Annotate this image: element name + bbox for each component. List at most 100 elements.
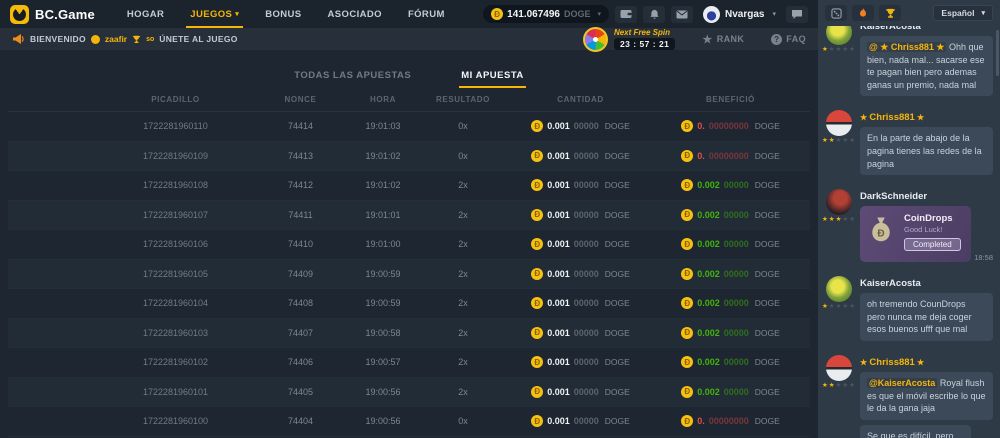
chat-toggle-button[interactable] xyxy=(786,6,808,23)
chat-username[interactable]: ★ Chriss881 ★ xyxy=(860,112,993,123)
hash-cell: 1722281960100 xyxy=(93,416,258,426)
chat-messages: ★★★★★KaiserAcosta@ ★ Chriss881 ★ Ohh que… xyxy=(818,26,1000,438)
faq-link[interactable]: ? FAQ xyxy=(771,34,806,45)
table-row[interactable]: 17222819601007440419:00:560xÐ0.00100000D… xyxy=(8,407,810,437)
emoji-icon xyxy=(91,35,100,44)
avatar[interactable] xyxy=(826,189,852,215)
nav-item-bonus[interactable]: BONUS xyxy=(265,0,301,28)
amount-value: 0.002 xyxy=(697,298,720,308)
chat-username[interactable]: DarkSchneider xyxy=(860,191,993,202)
doge-coin-icon: Ð xyxy=(531,150,543,162)
amount-decimals: 00000 xyxy=(574,239,599,249)
wallet-button[interactable] xyxy=(615,6,637,23)
chat-message: ★★★★★KaiserAcostaoh tremendo CounDrops p… xyxy=(825,276,993,346)
chat-message-body: ★ Chriss881 ★En la parte de abajo de la … xyxy=(860,110,993,180)
chat-username[interactable]: KaiserAcosta xyxy=(860,278,993,289)
chat-bubble-icon xyxy=(791,9,803,20)
table-row[interactable]: 17222819601017440519:00:562xÐ0.00100000D… xyxy=(8,378,810,408)
profit-cell: Ð0.00200000DOGE xyxy=(658,297,803,309)
avatar[interactable] xyxy=(826,26,852,45)
mail-icon xyxy=(676,10,688,19)
star-icon: ★ xyxy=(829,382,836,389)
games-dice-button[interactable] xyxy=(825,5,847,21)
chat-scrollbar[interactable] xyxy=(996,30,999,76)
chat-message-bubble: @KaiserAcosta Royal flush es que el móvi… xyxy=(860,372,993,420)
doge-coin-icon: Ð xyxy=(531,120,543,132)
amount-currency: DOGE xyxy=(755,151,780,161)
announcement-badge: so xyxy=(146,36,154,43)
chat-username-text: DarkSchneider xyxy=(860,191,927,202)
free-spin-widget[interactable]: Next Free Spin 23 : 57 : 21 xyxy=(583,27,675,52)
question-icon: ? xyxy=(771,34,782,45)
table-row[interactable]: 17222819601047440819:00:592xÐ0.00100000D… xyxy=(8,289,810,319)
amount-currency: DOGE xyxy=(605,357,630,367)
nav-item-forum[interactable]: FÓRUM xyxy=(408,0,445,28)
user-mention[interactable]: @KaiserAcosta xyxy=(867,378,937,388)
time-cell: 19:01:01 xyxy=(343,210,423,220)
avatar[interactable] xyxy=(826,355,852,381)
tab-my-bet[interactable]: MI APUESTA xyxy=(459,62,526,88)
chat-message-body: ★ Chriss881 ★ @KaiserAcosta Royal flush e… xyxy=(860,355,993,438)
chat-message-body: KaiserAcostaoh tremendo CounDrops pero n… xyxy=(860,276,993,346)
amount-decimals: 00000 xyxy=(574,180,599,190)
profit-cell: Ð0.00200000DOGE xyxy=(658,386,803,398)
inbox-button[interactable] xyxy=(671,6,693,23)
coindrops-card: ÐCoinDropsGood Luck!Completed xyxy=(860,206,971,262)
time-cell: 19:00:56 xyxy=(343,387,423,397)
tournament-button[interactable] xyxy=(879,5,901,21)
doge-coin-icon: Ð xyxy=(531,356,543,368)
nav-item-hogar[interactable]: HOGAR xyxy=(127,0,164,28)
avatar[interactable] xyxy=(826,276,852,302)
spin-wheel-icon xyxy=(583,27,608,52)
amount-value: 0.001 xyxy=(547,210,570,220)
table-row[interactable]: 17222819601097441319:01:020xÐ0.00100000D… xyxy=(8,142,810,172)
bcgame-logo[interactable]: BC.Game xyxy=(10,5,95,24)
megaphone-icon xyxy=(12,33,25,45)
table-row[interactable]: 17222819601077441119:01:012xÐ0.00100000D… xyxy=(8,201,810,231)
user-name: Nvargas xyxy=(725,9,764,20)
result-cell: 2x xyxy=(423,269,503,279)
amount-currency: DOGE xyxy=(605,416,630,426)
hot-games-button[interactable] xyxy=(852,5,874,21)
star-icon: ★ xyxy=(822,303,829,310)
user-menu[interactable]: Nvargas ▾ xyxy=(703,6,776,23)
notifications-button[interactable] xyxy=(643,6,665,23)
flame-icon xyxy=(858,7,868,19)
tab-all-bets[interactable]: TODAS LAS APUESTAS xyxy=(292,62,413,88)
table-row[interactable]: 17222819601037440719:00:582xÐ0.00100000D… xyxy=(8,319,810,349)
balance-selector[interactable]: Ð 141.067496 DOGE ▾ xyxy=(483,5,609,23)
avatar[interactable] xyxy=(826,110,852,136)
table-row[interactable]: 17222819601027440619:00:572xÐ0.00100000D… xyxy=(8,348,810,378)
star-icon: ★ xyxy=(822,46,829,53)
chat-username[interactable]: ★ Chriss881 ★ xyxy=(860,357,993,368)
completed-button[interactable]: Completed xyxy=(904,238,961,251)
table-row[interactable]: 17222819601067441019:01:002xÐ0.00100000D… xyxy=(8,230,810,260)
nav-item-asociado[interactable]: ASOCIADO xyxy=(328,0,382,28)
amount-value: 0.002 xyxy=(697,328,720,338)
user-mention[interactable]: @ ★ Chriss881 ★ xyxy=(867,42,946,52)
amount-decimals: 00000000 xyxy=(709,416,749,426)
amount-decimals: 00000 xyxy=(724,298,749,308)
table-row[interactable]: 17222819601057440919:00:592xÐ0.00100000D… xyxy=(8,260,810,290)
column-header-amount: CANTIDAD xyxy=(503,95,658,104)
amount-currency: DOGE xyxy=(755,180,780,190)
amount-decimals: 00000 xyxy=(574,151,599,161)
free-spin-countdown: 23 : 57 : 21 xyxy=(614,38,675,50)
chat-username[interactable]: KaiserAcosta xyxy=(860,26,993,32)
rank-link[interactable]: ★ RANK xyxy=(702,33,744,46)
language-selector[interactable]: Español ▾ xyxy=(933,5,993,21)
announcement-username[interactable]: zaafir xyxy=(105,34,127,44)
amount-decimals: 00000 xyxy=(574,387,599,397)
table-row[interactable]: 17222819601087441219:01:022xÐ0.00100000D… xyxy=(8,171,810,201)
amount-decimals: 00000 xyxy=(574,269,599,279)
chat-username-text: Chriss881 xyxy=(869,112,914,123)
hash-cell: 1722281960110 xyxy=(93,121,258,131)
nav-item-juegos[interactable]: JUEGOS▾ xyxy=(190,0,239,28)
amount-currency: DOGE xyxy=(755,121,780,131)
amount-decimals: 00000 xyxy=(724,357,749,367)
doge-coin-icon: Ð xyxy=(681,327,693,339)
doge-coin-icon: Ð xyxy=(681,150,693,162)
time-cell: 19:00:56 xyxy=(343,416,423,426)
table-row[interactable]: 17222819601107441419:01:030xÐ0.00100000D… xyxy=(8,112,810,142)
amount-currency: DOGE xyxy=(605,210,630,220)
